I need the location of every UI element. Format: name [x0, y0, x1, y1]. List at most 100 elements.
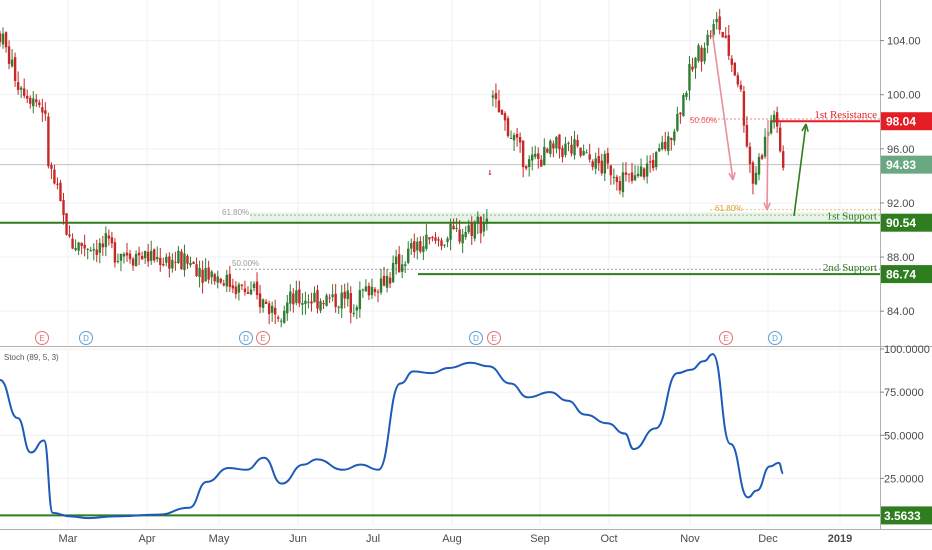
candle-body [449, 223, 452, 240]
candle-body [676, 113, 679, 131]
candle-body [591, 161, 594, 167]
candle-body [588, 154, 591, 160]
candle-body [515, 133, 519, 138]
candle-body [113, 242, 117, 263]
candle-body [485, 218, 489, 224]
candle-body [621, 172, 625, 193]
candle-body [413, 241, 416, 252]
candle-body [16, 82, 20, 90]
candle-body [624, 172, 628, 175]
candle-body [567, 142, 570, 144]
candle-body [419, 241, 422, 252]
candle-body [222, 283, 225, 286]
candle-body [488, 173, 492, 175]
candle-body [709, 35, 712, 37]
event-marker-circle [256, 331, 270, 345]
candle-body [379, 278, 383, 293]
candle-body [252, 283, 256, 289]
candle-body [47, 116, 50, 167]
candle-body [512, 135, 516, 141]
candle-body [198, 267, 201, 278]
candle-body [751, 162, 755, 184]
candle-body [301, 303, 304, 305]
candle-body [26, 96, 29, 99]
candle-body [180, 251, 183, 270]
candle-body [277, 317, 280, 319]
candle-body [261, 299, 265, 308]
candle-body [597, 156, 600, 164]
candle-body [255, 281, 259, 296]
time-tick-label: Aug [442, 533, 462, 545]
candle-body [549, 140, 552, 154]
down-arrow-head [763, 202, 771, 211]
fib-zone-band [250, 212, 880, 222]
time-tick-label: Oct [600, 533, 617, 545]
candle-body [546, 148, 549, 153]
candle-body [673, 131, 676, 141]
candle-body [32, 98, 35, 107]
candle-body [648, 161, 652, 163]
candle-body [664, 141, 667, 150]
candle-body [361, 289, 365, 291]
candle-body [270, 305, 274, 313]
candle-body [325, 295, 328, 306]
candle-body [177, 250, 180, 263]
candle-body [573, 139, 576, 156]
candle-body [691, 66, 694, 70]
candle-body [134, 253, 138, 267]
candle-body [576, 140, 579, 147]
time-tick-label: 2019 [828, 533, 852, 545]
stoch-group: Stoch (89, 5, 3) 3.5633 [0, 353, 932, 525]
candle-body [56, 183, 59, 185]
candle-body [627, 173, 631, 175]
levels-group: 1st Resistance 1st Support 2nd Support [0, 109, 880, 276]
candle-body [153, 249, 156, 261]
candle-body [29, 97, 32, 104]
candle-body [83, 244, 86, 249]
event-marker-letter: E [491, 334, 496, 343]
candle-body [452, 225, 455, 230]
candle-body [168, 256, 171, 269]
candle-body [606, 152, 610, 164]
candle-body [13, 57, 17, 81]
candle-body [289, 291, 292, 304]
time-tick-label: Jul [366, 533, 380, 545]
candle-body [609, 165, 613, 176]
candle-body [68, 234, 71, 237]
candle-body [461, 234, 464, 244]
candle-body [742, 91, 746, 126]
candle-body [228, 273, 232, 287]
price-tick-label: 100.00 [887, 90, 921, 102]
candle-body [543, 146, 546, 165]
candle-body [74, 247, 77, 250]
candle-body [382, 275, 386, 286]
candle-body [62, 200, 65, 216]
candle-body [537, 153, 540, 159]
candle-body [273, 307, 277, 315]
candle-body [149, 250, 153, 261]
candle-body [482, 222, 486, 232]
stoch-level-badge-label: 3.5633 [884, 509, 921, 523]
candle-body [171, 259, 174, 269]
event-marker-letter: D [243, 334, 249, 343]
candle-body [718, 16, 721, 30]
candle-body [760, 155, 764, 159]
candle-body [416, 241, 419, 251]
candle-body [156, 256, 159, 260]
candle-body [555, 137, 558, 149]
candle-body [428, 237, 431, 240]
candle-body [518, 137, 522, 143]
candle-body [204, 268, 207, 282]
candle-body [509, 137, 513, 139]
candle-body [491, 95, 495, 98]
candle-body [476, 216, 479, 224]
candle-body [98, 243, 101, 253]
candle-body [431, 236, 434, 239]
candle-body [44, 110, 47, 114]
fib-label: 50.00% [690, 116, 717, 125]
candle-body [458, 229, 461, 242]
time-tick-label: Nov [680, 533, 700, 545]
stoch-line [0, 353, 784, 520]
candle-body [358, 290, 362, 310]
candle-body [316, 290, 319, 309]
